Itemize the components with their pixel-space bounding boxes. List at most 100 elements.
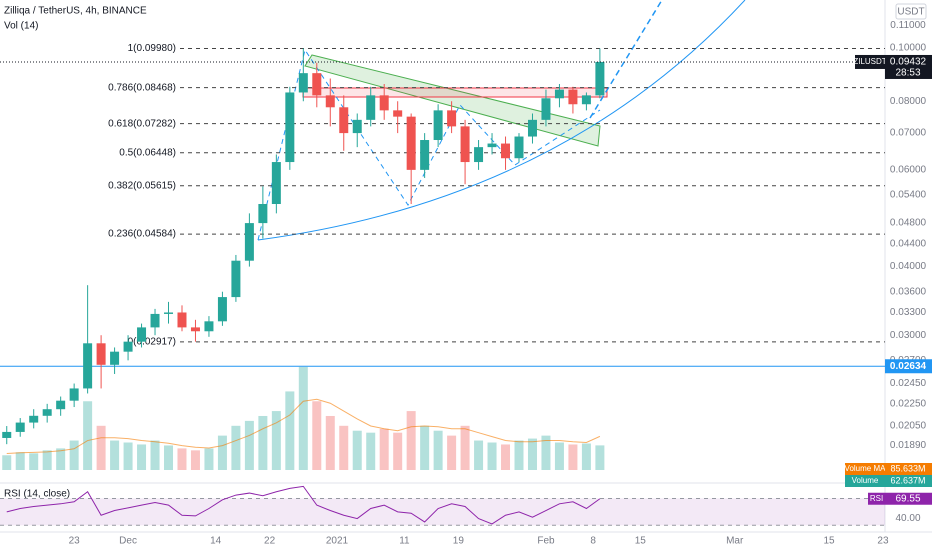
price-label: 0.09432: [890, 57, 927, 68]
volume-bar: [217, 435, 227, 470]
volume-bar: [420, 425, 430, 470]
volume-name-tag: [845, 475, 885, 487]
candle-body: [541, 98, 551, 120]
rsi-band: [0, 498, 885, 526]
candle-body: [2, 431, 12, 438]
candle-body: [420, 140, 430, 170]
candle-body: [595, 61, 605, 96]
candle-body: [568, 89, 578, 105]
candle-body: [150, 313, 160, 328]
volume-bar: [110, 440, 120, 470]
x-tick-label: 15: [823, 536, 835, 547]
volume-bar: [581, 443, 591, 470]
x-tick-label: 2021: [326, 536, 349, 547]
volume-bar: [379, 428, 389, 470]
candle-body: [15, 422, 25, 432]
fib-label: 0.236(0.04584): [108, 229, 176, 240]
currency-box[interactable]: [895, 3, 927, 20]
x-tick-label: 23: [69, 536, 81, 547]
candle-body: [298, 73, 308, 93]
x-tick-label: 11: [399, 536, 410, 547]
candle-body: [527, 119, 537, 137]
candle-body: [366, 95, 376, 120]
rsi-value-tag: [885, 492, 932, 505]
rsi-name: RSI: [870, 494, 883, 503]
y-tick-label: 0.02050: [890, 421, 927, 432]
candle-body: [217, 297, 227, 322]
volume-bar: [595, 445, 605, 470]
y-tick-label: 0.02450: [890, 378, 927, 389]
x-tick-label: Mar: [726, 536, 744, 547]
candle-body: [42, 409, 52, 416]
hline-tag: [885, 359, 932, 374]
volume-bar: [271, 411, 281, 470]
rsi-value: 69.55: [895, 493, 920, 504]
candle-body: [137, 327, 147, 342]
candle-body: [164, 312, 174, 314]
candle-body: [56, 400, 66, 410]
candle-body: [285, 92, 295, 163]
volume-bar: [123, 442, 133, 470]
rsi-tick-label: 40.00: [895, 513, 920, 524]
volume-bar: [285, 391, 295, 470]
support-curve: [257, 0, 746, 241]
y-tick-label: 0.03000: [890, 330, 927, 341]
y-tick-label: 0.03300: [890, 307, 927, 318]
candle-body: [447, 110, 457, 127]
fib-label: 0.786(0.08468): [108, 82, 176, 93]
candle-body: [433, 110, 443, 141]
x-tick-label: 8: [590, 536, 596, 547]
y-tick-label: 0.07000: [890, 128, 927, 139]
rsi-name-tag: [868, 492, 885, 505]
volume-bar: [393, 432, 403, 470]
candle-body: [29, 415, 39, 423]
candle-body: [325, 95, 335, 108]
chart-title: Zilliqa / TetherUS, 4h, BINANCE: [4, 6, 147, 17]
volume-bar: [406, 411, 416, 470]
volume-bar: [325, 415, 335, 470]
volume-bar: [501, 444, 511, 470]
candle-body: [244, 223, 254, 261]
volume-bar: [244, 420, 254, 470]
symbol-label: ZILUSDT: [853, 57, 886, 66]
countdown: 28:53: [895, 68, 920, 79]
fib-label: 0.382(0.05615): [108, 180, 176, 191]
x-tick-label: 23: [877, 536, 889, 547]
candle-body: [393, 110, 403, 117]
volume-bar: [527, 438, 537, 470]
wave-path: [257, 48, 601, 241]
candle-body: [460, 126, 470, 163]
candle-body: [514, 136, 524, 159]
candle-body: [96, 343, 106, 365]
y-tick-label: 0.04800: [890, 218, 927, 229]
volume-bar: [339, 425, 349, 470]
candle-body: [204, 321, 214, 332]
candle-body: [177, 312, 187, 328]
currency[interactable]: USDT: [897, 7, 924, 18]
fib-label: 0(0.02917): [128, 337, 176, 348]
hline-label: 0.02634: [890, 361, 927, 372]
volume-bar: [298, 366, 308, 470]
candle-body: [190, 327, 200, 332]
volume-title: Vol (14): [4, 21, 38, 32]
candle-body: [379, 95, 389, 111]
candle-body: [123, 341, 133, 352]
volume-bar: [460, 425, 470, 470]
x-tick-label: 14: [210, 536, 222, 547]
candle-body: [501, 143, 511, 159]
y-tick-label: 0.10000: [890, 43, 927, 54]
volume-bar: [568, 444, 578, 470]
volume-bar: [150, 440, 160, 470]
volume-ma-name-tag: [845, 463, 885, 475]
candle-body: [406, 116, 416, 170]
y-tick-label: 0.08000: [890, 96, 927, 107]
volume-bar: [15, 452, 25, 470]
volume-bar: [447, 435, 457, 470]
volume-bar: [554, 442, 564, 470]
fib-label: 1(0.09980): [128, 43, 176, 54]
volume-bar: [137, 444, 147, 470]
candle-body: [83, 343, 93, 389]
candle-body: [339, 107, 349, 134]
